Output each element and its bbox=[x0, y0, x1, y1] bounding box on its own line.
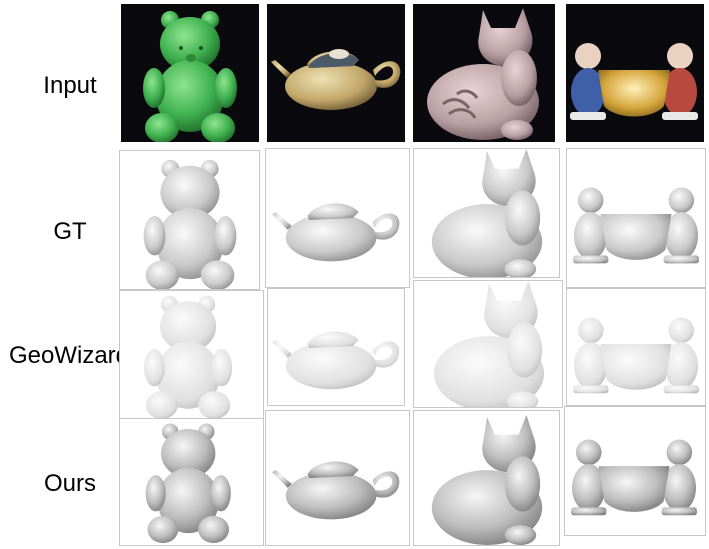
geowizard-render-teapot bbox=[267, 288, 405, 406]
figurines-bowl-icon bbox=[570, 43, 698, 120]
geowizard-render-figurines bbox=[566, 288, 706, 406]
figurines-bowl-icon bbox=[573, 317, 699, 394]
input-image-bear bbox=[121, 4, 259, 142]
teddy-bear-icon bbox=[145, 423, 231, 544]
ours-render-bear bbox=[119, 418, 264, 546]
teapot-icon bbox=[272, 331, 400, 390]
row-label-gt: GT bbox=[53, 218, 87, 245]
teapot-icon bbox=[271, 203, 400, 262]
ours-render-cat bbox=[413, 410, 560, 546]
figurines-bowl-icon bbox=[571, 439, 698, 516]
gt-render-bear bbox=[119, 150, 260, 290]
row-label-input: Input bbox=[43, 72, 97, 99]
row-label-ours: Ours bbox=[43, 470, 96, 497]
figurines-bowl-icon bbox=[572, 187, 700, 264]
teddy-bear-icon bbox=[144, 295, 233, 419]
ours-render-teapot bbox=[265, 410, 410, 546]
cat-figurine-icon bbox=[431, 414, 543, 545]
gt-render-figurines bbox=[566, 148, 706, 288]
teapot-icon bbox=[271, 461, 400, 520]
gt-render-teapot bbox=[265, 148, 410, 288]
teddy-bear-icon bbox=[143, 11, 237, 142]
ours-render-figurines bbox=[564, 406, 706, 536]
teapot-icon bbox=[271, 49, 401, 110]
cat-figurine-icon bbox=[427, 8, 539, 140]
input-image-cat bbox=[413, 4, 555, 142]
input-image-teapot bbox=[267, 4, 405, 142]
geowizard-render-cat bbox=[413, 280, 563, 408]
input-image-figurines bbox=[566, 4, 704, 142]
geowizard-render-bear bbox=[119, 290, 264, 420]
gt-render-cat bbox=[413, 148, 560, 278]
teddy-bear-icon bbox=[143, 159, 237, 289]
cat-figurine-icon bbox=[433, 281, 545, 407]
row-label-geowizard: GeoWizard bbox=[8, 342, 130, 369]
cat-figurine-icon bbox=[431, 149, 543, 277]
